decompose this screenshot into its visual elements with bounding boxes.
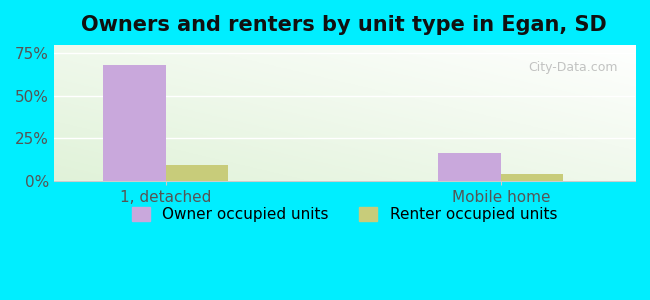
Legend: Owner occupied units, Renter occupied units: Owner occupied units, Renter occupied un…	[124, 200, 565, 230]
Bar	[166, 165, 228, 181]
Text: City-Data.com: City-Data.com	[528, 61, 618, 74]
Bar	[103, 65, 166, 181]
Title: Owners and renters by unit type in Egan, SD: Owners and renters by unit type in Egan,…	[81, 15, 607, 35]
Bar	[438, 154, 501, 181]
Bar	[501, 174, 564, 181]
